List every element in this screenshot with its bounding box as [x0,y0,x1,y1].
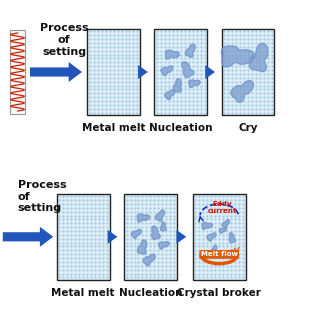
Polygon shape [143,254,155,266]
Polygon shape [207,233,216,241]
Polygon shape [230,250,235,258]
Polygon shape [131,229,141,238]
Text: Process
of
setting: Process of setting [40,23,88,57]
Bar [154,29,207,115]
Polygon shape [159,242,169,249]
Polygon shape [203,251,210,258]
Bar [87,29,140,115]
Text: Metal melt: Metal melt [52,288,115,298]
Polygon shape [185,44,195,57]
Bar [193,194,246,280]
Polygon shape [161,222,166,231]
Polygon shape [221,46,255,67]
Text: Cry: Cry [238,123,258,133]
Polygon shape [212,245,217,253]
Polygon shape [164,90,175,100]
Polygon shape [165,50,180,59]
Text: Nucleation: Nucleation [119,288,182,298]
Polygon shape [229,233,236,243]
Polygon shape [173,79,181,92]
Polygon shape [161,66,173,76]
Bar [57,194,109,280]
Text: Metal melt: Metal melt [82,123,145,133]
Polygon shape [188,80,200,87]
Polygon shape [137,240,147,254]
Bar [10,30,25,114]
Polygon shape [182,62,194,77]
Text: Eddy
current: Eddy current [208,201,237,213]
Polygon shape [155,210,164,221]
Polygon shape [219,228,226,233]
Polygon shape [202,222,212,229]
Text: Process
of
setting: Process of setting [18,180,66,213]
Text: Crystal broker: Crystal broker [177,288,261,298]
Text: Melt flow: Melt flow [201,252,238,257]
Polygon shape [249,43,268,72]
Text: Nucleation: Nucleation [149,123,212,133]
Polygon shape [231,81,253,102]
Polygon shape [137,214,149,222]
Bar [124,194,177,280]
Polygon shape [151,226,160,239]
Bar [221,29,274,115]
Polygon shape [222,220,229,228]
